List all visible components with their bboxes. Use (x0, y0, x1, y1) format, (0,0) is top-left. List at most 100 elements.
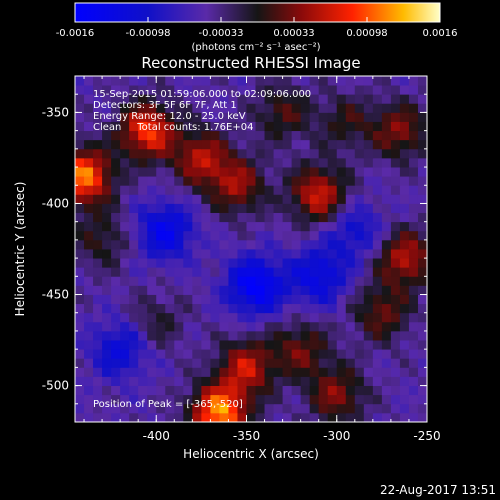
heatmap-cell (201, 167, 211, 177)
heatmap-cell (318, 94, 329, 104)
heatmap-cell (282, 239, 293, 250)
heatmap-cell (84, 312, 94, 323)
heatmap-cell (399, 376, 410, 386)
heatmap-cell (264, 230, 274, 241)
heatmap-cell (156, 358, 166, 368)
heatmap-cell (156, 367, 166, 377)
heatmap-cell (372, 203, 383, 213)
heatmap-cell (129, 157, 139, 168)
heatmap-cell (210, 303, 220, 314)
heatmap-cell (345, 139, 356, 150)
heatmap-cell (264, 276, 274, 286)
heatmap-cell (417, 376, 427, 386)
heatmap-cell (219, 203, 229, 213)
heatmap-cell (93, 230, 103, 241)
heatmap-cell (363, 176, 374, 186)
heatmap-cell (381, 139, 392, 150)
heatmap-cell (228, 367, 238, 377)
heatmap-cell (129, 185, 139, 195)
heatmap-cell (282, 249, 293, 259)
heatmap-cell (120, 276, 130, 286)
heatmap-cell (309, 294, 320, 305)
heatmap-cell (327, 321, 338, 332)
heatmap-cell (138, 121, 148, 132)
heatmap-cell (228, 76, 238, 86)
heatmap-cell (417, 130, 427, 141)
heatmap-cell (372, 376, 383, 386)
heatmap-cell (390, 212, 401, 223)
heatmap-cell (111, 330, 121, 341)
heatmap-cell (354, 285, 365, 295)
heatmap-cell (84, 321, 94, 332)
heatmap-cell (318, 321, 329, 332)
heatmap-cell (138, 176, 148, 186)
heatmap-cell (291, 221, 302, 232)
heatmap-cell (192, 130, 202, 141)
heatmap-cell (381, 212, 392, 223)
heatmap-cell (336, 130, 347, 141)
heatmap-cell (165, 376, 175, 386)
heatmap-cell (399, 276, 410, 286)
heatmap-cell (129, 121, 139, 132)
heatmap-cell (174, 185, 184, 195)
heatmap-cell (129, 394, 139, 405)
heatmap-cell (219, 176, 229, 186)
heatmap-cell (246, 294, 256, 305)
heatmap-cell (147, 312, 157, 323)
heatmap-cell (273, 139, 283, 150)
heatmap-cell (93, 358, 103, 368)
heatmap-cell (174, 94, 184, 104)
heatmap-cell (291, 139, 302, 150)
heatmap-cell (237, 130, 247, 141)
heatmap-cell (264, 294, 274, 305)
heatmap-cell (417, 230, 427, 241)
heatmap-cell (147, 358, 157, 368)
heatmap-cell (129, 167, 139, 177)
heatmap-cell (192, 194, 202, 204)
heatmap-cell (192, 176, 202, 186)
heatmap-cell (174, 249, 184, 259)
heatmap-cell (228, 285, 238, 295)
heatmap-cell (300, 294, 311, 305)
heatmap-cell (165, 148, 175, 159)
heatmap-cell (345, 376, 356, 386)
heatmap-cell (156, 267, 166, 277)
heatmap-cell (417, 349, 427, 359)
heatmap-cell (219, 330, 229, 341)
heatmap-cell (183, 267, 193, 277)
heatmap-cell (102, 267, 112, 277)
heatmap-cell (309, 176, 320, 186)
heatmap-cell (255, 103, 265, 113)
heatmap-cell (390, 185, 401, 195)
heatmap-cell (417, 312, 427, 323)
heatmap-cell (345, 230, 356, 241)
annotations: 15-Sep-2015 01:59:06.000 to 02:09:06.000… (93, 89, 311, 410)
heatmap-cell (156, 130, 166, 141)
heatmap-cell (390, 258, 401, 268)
heatmap-cell (381, 312, 392, 323)
heatmap-cell (408, 330, 419, 341)
heatmap-cell (390, 249, 401, 259)
heatmap-cell (390, 203, 401, 213)
heatmap-cell (165, 76, 175, 86)
heatmap-cell (192, 203, 202, 213)
x-axis-label: Heliocentric X (arcsec) (183, 447, 319, 461)
heatmap-cell (255, 212, 265, 223)
heatmap-cell (129, 303, 139, 314)
heatmap-cell (237, 239, 247, 250)
heatmap-cell (363, 376, 374, 386)
heatmap-cell (381, 267, 392, 277)
heatmap-cell (345, 303, 356, 314)
heatmap-cell (300, 76, 311, 86)
heatmap-cell (318, 176, 329, 186)
heatmap-cell (372, 358, 383, 368)
heatmap-cell (84, 385, 94, 396)
heatmap-cell (363, 403, 374, 414)
heatmap-cell (264, 358, 274, 368)
heatmap-cell (147, 376, 157, 386)
heatmap-cell (201, 258, 211, 268)
heatmap-cell (336, 385, 347, 396)
heatmap-cell (264, 139, 274, 150)
heatmap-cell (201, 294, 211, 305)
heatmap-cell (210, 294, 220, 305)
